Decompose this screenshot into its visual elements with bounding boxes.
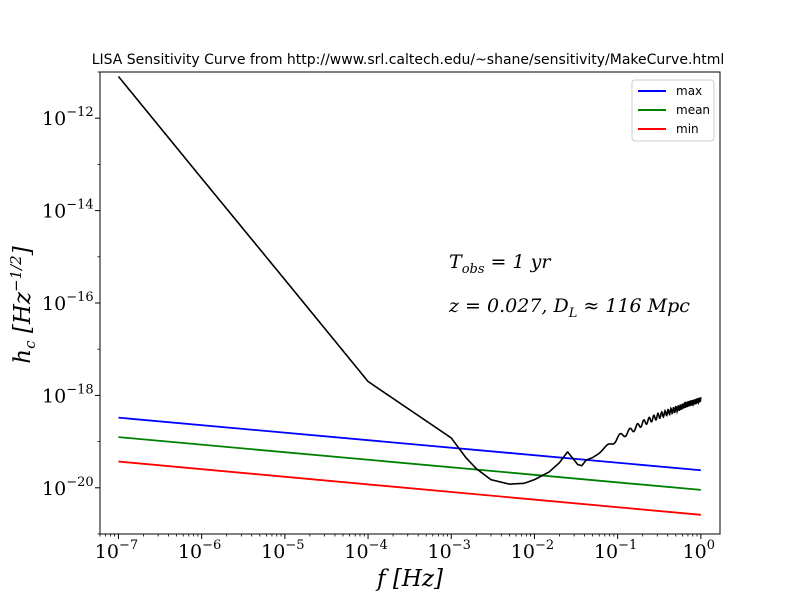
x-tick-label: 10−7 bbox=[95, 538, 138, 563]
series-line-max bbox=[118, 416, 701, 472]
x-tick-label: 10−6 bbox=[178, 538, 221, 563]
series-line-min bbox=[118, 460, 701, 516]
minor-ticks bbox=[97, 71, 698, 537]
legend-label-max: max bbox=[676, 84, 702, 98]
series-line-mean bbox=[118, 436, 701, 491]
y-tick-label: 10−20 bbox=[42, 475, 94, 500]
annotation-redshift-distance: z = 0.027, DL ≈ 116 Mpc bbox=[448, 295, 690, 321]
legend: max mean min bbox=[631, 79, 715, 142]
x-tick-label: 10−2 bbox=[511, 538, 554, 563]
chart-title: LISA Sensitivity Curve from http://www.s… bbox=[92, 52, 725, 68]
x-tick-label: 100 bbox=[683, 538, 715, 563]
x-tick-label: 10−1 bbox=[594, 538, 637, 563]
y-axis-ticks: 10−12 10−14 10−16 10−18 10−20 bbox=[42, 105, 100, 500]
x-axis-label: f [Hz] bbox=[375, 566, 443, 592]
sensitivity-curve bbox=[117, 75, 702, 485]
legend-label-min: min bbox=[676, 122, 699, 136]
y-tick-label: 10−14 bbox=[42, 198, 94, 223]
x-tick-label: 10−4 bbox=[344, 538, 387, 563]
y-tick-label: 10−18 bbox=[42, 382, 94, 407]
series-lines bbox=[118, 416, 701, 516]
x-tick-label: 10−5 bbox=[261, 538, 304, 563]
x-axis-ticks: 10−7 10−6 10−5 10−4 10−3 10−2 10−1 100 bbox=[95, 534, 715, 563]
legend-box bbox=[631, 79, 715, 142]
annotation-tobs: Tobs = 1 yr bbox=[449, 251, 552, 277]
legend-label-mean: mean bbox=[676, 103, 710, 117]
y-axis-label: hc [Hz−1/2] bbox=[7, 246, 39, 363]
y-tick-label: 10−12 bbox=[42, 105, 94, 130]
x-tick-label: 10−3 bbox=[428, 538, 471, 563]
y-tick-label: 10−16 bbox=[42, 290, 94, 315]
